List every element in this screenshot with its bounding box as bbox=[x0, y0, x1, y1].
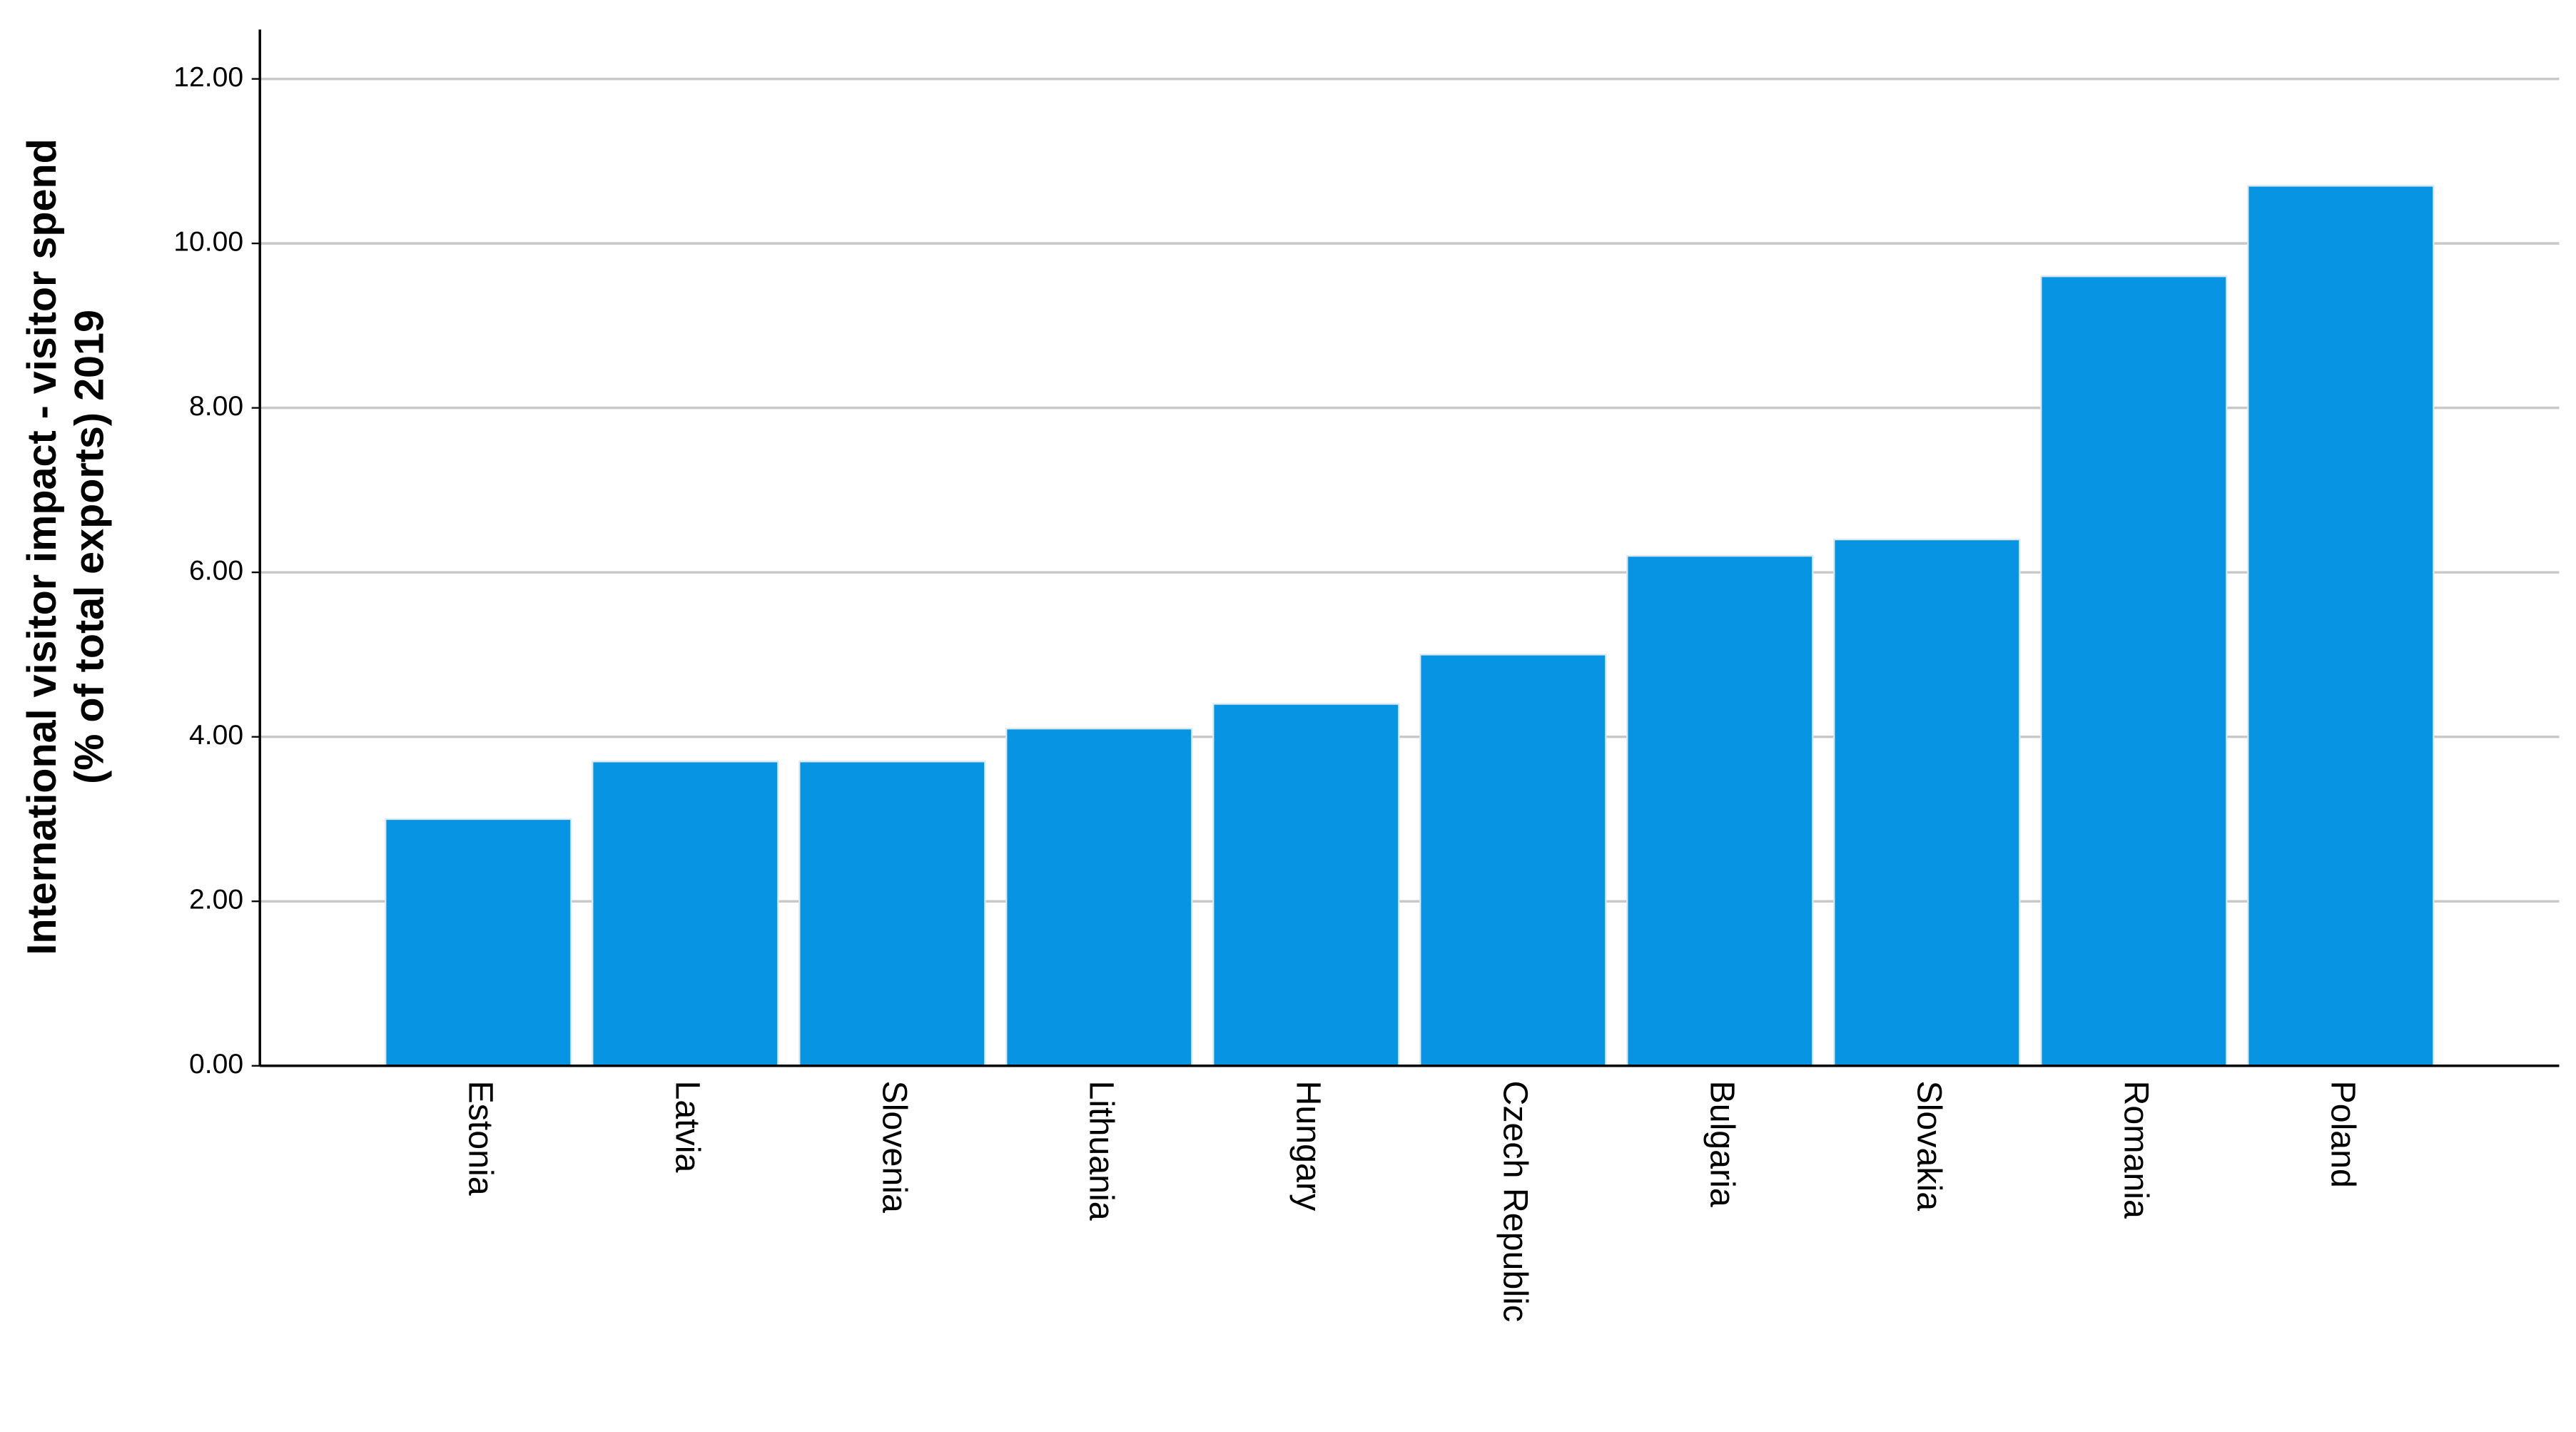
y-tick-label: 8.00 bbox=[189, 391, 243, 422]
bar bbox=[1005, 728, 1193, 1067]
x-tick-label: Slovakia bbox=[1910, 1080, 1949, 1211]
x-tick-label: Bulgaria bbox=[1703, 1080, 1742, 1207]
y-axis-title: International visitor impact - visitor s… bbox=[19, 138, 65, 955]
bar bbox=[2040, 275, 2228, 1067]
bar bbox=[1419, 654, 1607, 1067]
x-tick-label: Lithuania bbox=[1082, 1080, 1121, 1220]
y-tick-label: 0.00 bbox=[189, 1049, 243, 1080]
bar bbox=[2247, 185, 2435, 1067]
x-tick-label: Poland bbox=[2324, 1080, 2363, 1187]
y-tick-label: 10.00 bbox=[173, 226, 243, 257]
x-tick-label: Latvia bbox=[669, 1080, 707, 1172]
bar bbox=[385, 818, 572, 1067]
bar bbox=[1626, 554, 1814, 1067]
bar bbox=[798, 761, 986, 1067]
bar bbox=[592, 761, 779, 1067]
y-tick-label: 2.00 bbox=[189, 885, 243, 915]
x-tick-label: Slovenia bbox=[876, 1080, 914, 1213]
bar bbox=[1212, 703, 1400, 1067]
y-axis-title: (% of total exports) 2019 bbox=[67, 310, 113, 784]
y-tick-label: 4.00 bbox=[189, 720, 243, 751]
y-tick-label: 12.00 bbox=[173, 62, 243, 93]
x-tick-label: Czech Republic bbox=[1496, 1080, 1535, 1321]
x-tick-label: Hungary bbox=[1289, 1080, 1328, 1212]
bar bbox=[1833, 538, 2021, 1067]
x-tick-label: Estonia bbox=[462, 1080, 500, 1195]
y-tick-label: 6.00 bbox=[189, 555, 243, 586]
x-tick-label: Romania bbox=[2117, 1080, 2156, 1219]
